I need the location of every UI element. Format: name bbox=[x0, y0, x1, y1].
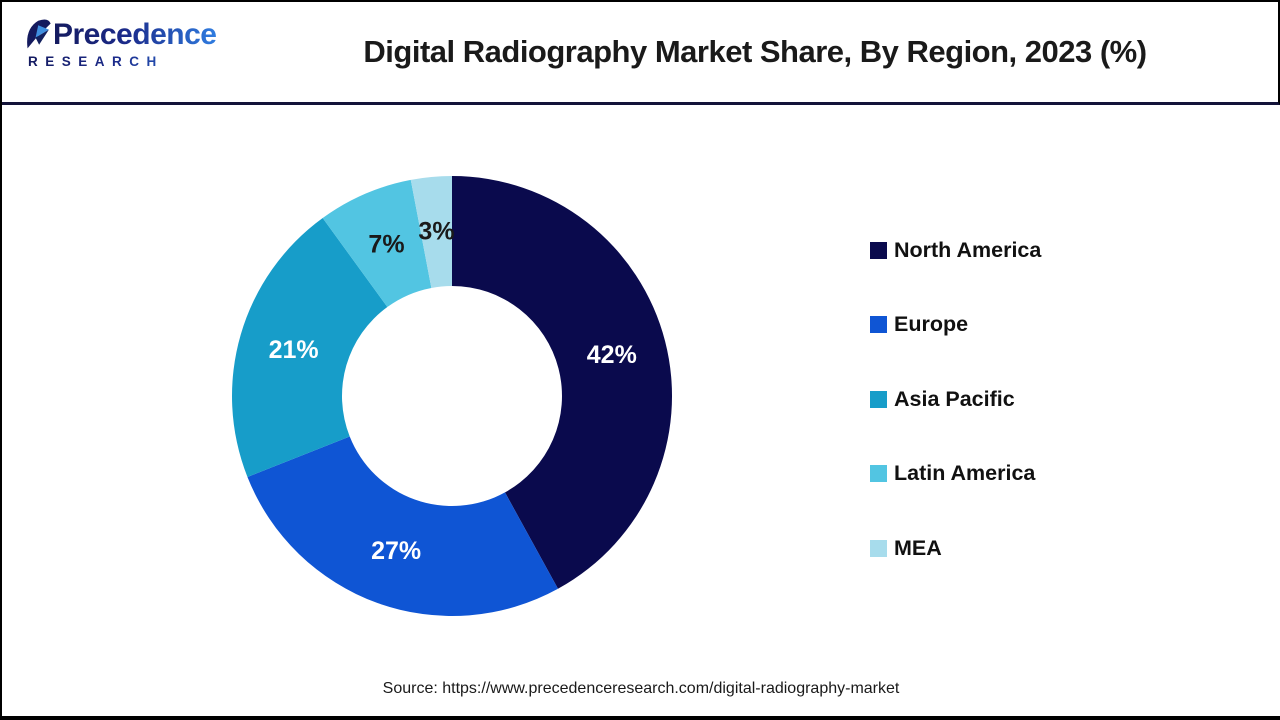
slice-label-latin-america: 7% bbox=[368, 231, 404, 259]
legend-label: North America bbox=[894, 237, 1042, 262]
legend-item-latin-america: Latin America bbox=[870, 461, 1036, 486]
legend-label: Latin America bbox=[894, 461, 1036, 485]
source-citation: Source: https://www.precedenceresearch.c… bbox=[382, 680, 900, 697]
legend-item-mea: MEA bbox=[870, 536, 942, 560]
donut-slice-mea bbox=[410, 176, 452, 288]
slice-label-mea: 3% bbox=[418, 218, 454, 246]
donut-chart: 42% 27% 21% 7% 3% bbox=[232, 176, 673, 617]
legend-label: Asia Pacific bbox=[894, 386, 1015, 411]
donut-slice-asia-pacific bbox=[232, 218, 388, 477]
logo-subtitle: RESEARCH bbox=[24, 55, 224, 69]
chart-title: Digital Radiography Market Share, By Reg… bbox=[363, 34, 1147, 69]
legend-item-europe: Europe bbox=[870, 312, 969, 337]
logo-paper-plane-icon bbox=[27, 19, 51, 49]
legend-label: Europe bbox=[894, 312, 969, 336]
logo-wordmark: Precedence bbox=[53, 18, 217, 51]
chart-area: 42% 27% 21% 7% 3% North America Europe Asia Pa… bbox=[2, 108, 1280, 716]
donut-slice-latin-america bbox=[322, 179, 432, 308]
legend-swatch bbox=[870, 390, 887, 408]
slice-label-asia-pacific: 21% bbox=[269, 336, 319, 364]
legend-item-asia-pacific: Asia Pacific bbox=[870, 387, 1015, 411]
donut-slice-europe bbox=[247, 436, 558, 617]
legend-swatch bbox=[870, 316, 887, 333]
legend-swatch bbox=[870, 539, 887, 557]
legend-swatch bbox=[870, 241, 887, 259]
legend-item-north-america: North America bbox=[870, 238, 1041, 262]
legend-label: MEA bbox=[894, 535, 942, 560]
header: Precedence RESEARCH Digital Radiography … bbox=[2, 0, 1280, 105]
donut-slice-north-america bbox=[452, 176, 673, 589]
slice-label-north-america: 42% bbox=[587, 341, 637, 369]
slice-label-europe: 27% bbox=[371, 537, 421, 565]
precedence-research-logo: Precedence RESEARCH bbox=[24, 18, 224, 69]
legend-swatch bbox=[870, 465, 887, 482]
